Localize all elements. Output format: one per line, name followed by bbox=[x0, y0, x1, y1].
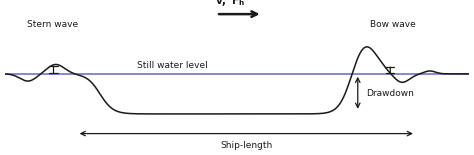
Text: Still water level: Still water level bbox=[137, 61, 208, 70]
Text: Bow wave: Bow wave bbox=[370, 20, 416, 29]
Text: $\mathbf{v,\ F_h}$: $\mathbf{v,\ F_h}$ bbox=[215, 0, 245, 8]
Text: Ship-length: Ship-length bbox=[220, 141, 273, 150]
Text: Stern wave: Stern wave bbox=[27, 20, 78, 29]
Text: Drawdown: Drawdown bbox=[366, 89, 414, 98]
